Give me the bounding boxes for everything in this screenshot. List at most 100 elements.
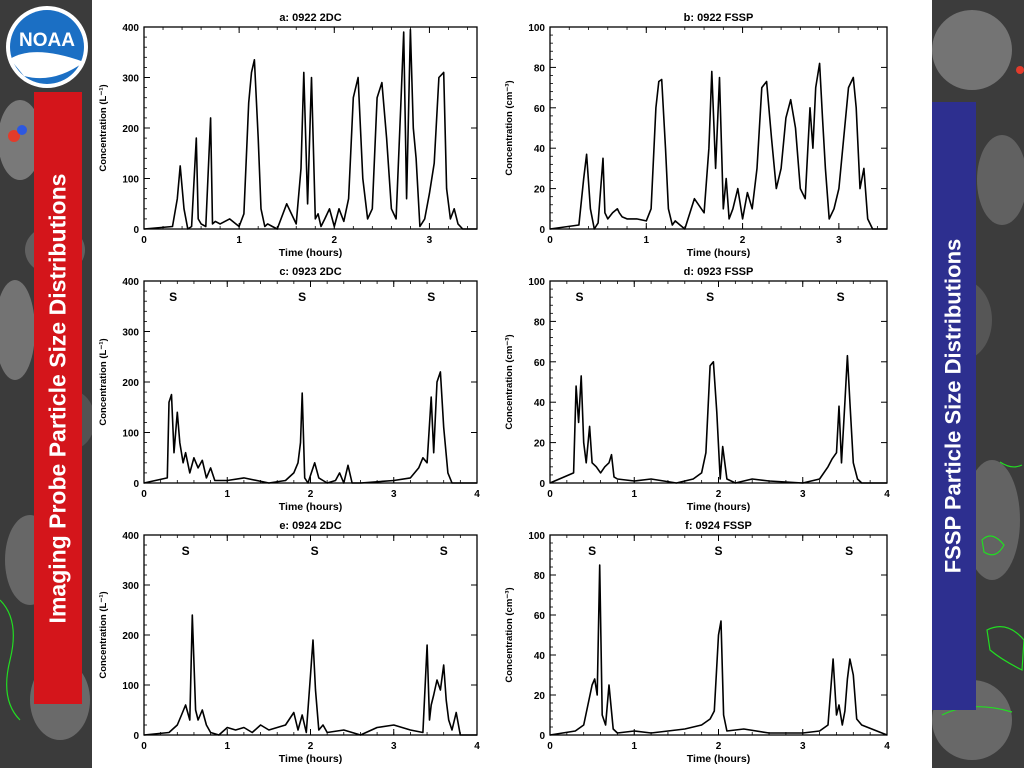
chart-f-xlabel: Time (hours)	[687, 753, 750, 765]
chart-e-xtick-label: 3	[391, 741, 397, 752]
chart-d-ytick-label: 20	[534, 439, 546, 450]
chart-f-ytick-label: 100	[528, 531, 545, 542]
chart-a-ylabel: Concentration (L⁻¹)	[98, 84, 109, 171]
chart-a-ytick-label: 400	[122, 23, 139, 34]
chart-e-ytick-label: 0	[133, 731, 139, 742]
chart-a-ytick-label: 100	[122, 175, 139, 186]
chart-f-group: f: 0924 FSSP 0 20 40 60 80 100 0 1 2 3 4 Time (hours…	[504, 520, 890, 765]
chart-c-xtick-label: 0	[141, 489, 147, 500]
chart-a-xlabel: Time (hours)	[279, 247, 342, 259]
chart-a-ytick-label: 0	[133, 225, 139, 236]
chart-e-xtick-label: 4	[474, 741, 480, 752]
chart-e-xtick-label: 2	[308, 741, 314, 752]
chart-d-xtick-label: 0	[547, 489, 553, 500]
chart-d-ylabel: Concentration (cm⁻³)	[504, 334, 515, 429]
chart-d-ytick-label: 100	[528, 277, 545, 288]
chart-d-ytick-label: 60	[534, 358, 546, 369]
chart-f-title: f: 0924 FSSP	[685, 520, 752, 532]
chart-c-marker-s: S	[169, 290, 177, 304]
chart-e-ytick-label: 200	[122, 631, 139, 642]
chart-c-xtick-label: 3	[391, 489, 397, 500]
chart-d-xtick-label: 3	[800, 489, 806, 500]
imaging-probe-banner: Imaging Probe Particle Size Distribution…	[34, 92, 82, 704]
chart-d-ytick-label: 80	[534, 317, 546, 328]
chart-e-ylabel: Concentration (L⁻¹)	[98, 591, 109, 678]
chart-b-xtick-label: 0	[547, 235, 553, 246]
chart-b-ytick-label: 20	[534, 185, 546, 196]
chart-b-ytick-label: 40	[534, 144, 546, 155]
chart-c-ytick-label: 400	[122, 277, 139, 288]
chart-f-ytick-label: 80	[534, 571, 546, 582]
chart-d-series-line	[549, 354, 887, 484]
chart-f-ytick-label: 0	[539, 731, 545, 742]
chart-f-marker-s: S	[845, 544, 853, 558]
chart-a-xtick-label: 3	[427, 235, 433, 246]
chart-a-title: a: 0922 2DC	[279, 12, 341, 24]
chart-a-ytick-label: 200	[122, 124, 139, 135]
chart-d-group: d: 0923 FSSP 0 20 40 60 80 100 0 1 2 3 4 Time (hours…	[504, 266, 890, 513]
chart-f-ylabel: Concentration (cm⁻³)	[504, 587, 515, 682]
chart-b-ytick-label: 80	[534, 63, 546, 74]
chart-c-ytick-label: 200	[122, 378, 139, 389]
noaa-logo-text: NOAA	[19, 30, 75, 51]
chart-e-marker-s: S	[311, 544, 319, 558]
chart-a-group: a: 0922 2DC 0 100 200 300 400 0 1 2 3 Time (hours)…	[98, 12, 478, 259]
chart-a-xtick-label: 1	[236, 235, 242, 246]
chart-c-ytick-label: 0	[133, 479, 139, 490]
chart-c-xtick-label: 4	[474, 489, 480, 500]
chart-b-group: b: 0922 FSSP 0 20 40 60 80 100 0 1 2 3 Time (hours)…	[504, 12, 888, 259]
chart-e-marker-s: S	[182, 544, 190, 558]
chart-e-ytick-label: 100	[122, 681, 139, 692]
chart-e-group: e: 0924 2DC 0 100 200 300 400 0 1 2 3 4 Time (hours…	[98, 520, 480, 765]
imaging-probe-banner-text: Imaging Probe Particle Size Distribution…	[44, 173, 71, 623]
chart-c-marker-s: S	[298, 290, 306, 304]
chart-c-ytick-label: 100	[122, 429, 139, 440]
chart-c-group: c: 0923 2DC 0 100 200 300 400 0 1 2 3 4 Time (hours…	[98, 266, 480, 513]
fssp-banner-text: FSSP Particle Size Distributions	[940, 238, 966, 574]
chart-a-series-line	[143, 28, 477, 230]
chart-d-ytick-label: 0	[539, 479, 545, 490]
chart-b-title: b: 0922 FSSP	[684, 12, 754, 24]
chart-b-frame	[549, 26, 888, 230]
chart-e-ytick-label: 300	[122, 581, 139, 592]
chart-e-title: e: 0924 2DC	[279, 520, 341, 532]
chart-f-xtick-label: 4	[884, 741, 890, 752]
chart-f-series-line	[549, 564, 888, 736]
chart-e-xtick-label: 1	[224, 741, 230, 752]
chart-d-marker-s: S	[837, 290, 845, 304]
chart-b-ytick-label: 60	[534, 104, 546, 115]
noaa-logo: NOAA	[6, 6, 88, 88]
chart-f-xtick-label: 1	[631, 741, 637, 752]
chart-c-series-line	[143, 371, 477, 484]
chart-e-frame	[143, 534, 478, 736]
chart-d-title: d: 0923 FSSP	[684, 266, 754, 278]
chart-c-marker-s: S	[427, 290, 435, 304]
chart-d-xtick-label: 4	[884, 489, 890, 500]
chart-b-ytick-label: 100	[528, 23, 545, 34]
chart-d-marker-s: S	[575, 290, 583, 304]
chart-e-ytick-label: 400	[122, 531, 139, 542]
chart-f-ytick-label: 60	[534, 611, 546, 622]
chart-f-xtick-label: 0	[547, 741, 553, 752]
chart-d-frame	[549, 280, 888, 484]
chart-c-ylabel: Concentration (L⁻¹)	[98, 338, 109, 425]
chart-b-xlabel: Time (hours)	[687, 247, 750, 259]
chart-c-xtick-label: 1	[224, 489, 230, 500]
chart-c-ytick-label: 300	[122, 328, 139, 339]
chart-b-series-line	[549, 62, 887, 230]
chart-b-xtick-label: 3	[836, 235, 842, 246]
chart-c-title: c: 0923 2DC	[279, 266, 341, 278]
chart-f-marker-s: S	[714, 544, 722, 558]
chart-d-xlabel: Time (hours)	[687, 501, 750, 513]
chart-d-xtick-label: 2	[716, 489, 722, 500]
chart-a-xtick-label: 0	[141, 235, 147, 246]
chart-c-frame	[143, 280, 478, 484]
chart-f-xtick-label: 2	[716, 741, 722, 752]
chart-a-xtick-label: 2	[332, 235, 338, 246]
fssp-banner: FSSP Particle Size Distributions	[930, 102, 976, 710]
chart-e-xtick-label: 0	[141, 741, 147, 752]
plots-panel: a: 0922 2DC 0 100 200 300 400 0 1 2 3 Time (hours)…	[92, 0, 932, 768]
chart-d-ytick-label: 40	[534, 398, 546, 409]
chart-b-ytick-label: 0	[539, 225, 545, 236]
